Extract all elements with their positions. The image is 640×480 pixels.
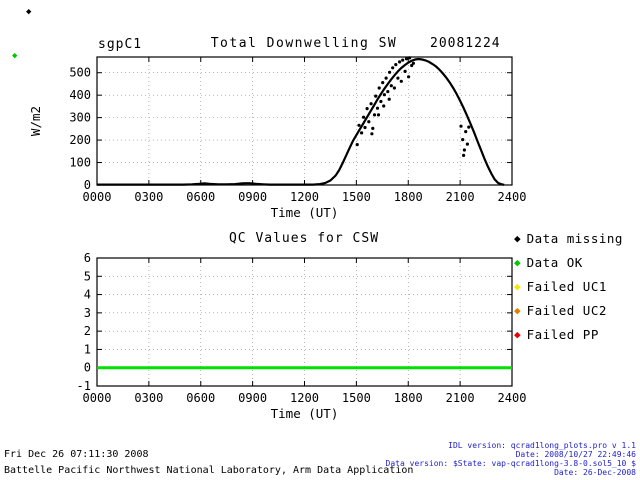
svg-text:0900: 0900 [238,391,267,405]
svg-text:0900: 0900 [238,190,267,204]
svg-text:4: 4 [84,288,91,302]
svg-text:0600: 0600 [186,391,215,405]
plot2-title: QC Values for CSW [228,231,380,246]
svg-text:0600: 0600 [186,190,215,204]
svg-text:0300: 0300 [134,391,163,405]
svg-text:0000: 0000 [83,190,112,204]
svg-text:1200: 1200 [290,391,319,405]
legend-item-failed-pp: ◆ Failed PP [514,322,623,346]
plot-date-line: Date: 26-Dec-2008 [554,468,636,477]
svg-text:-1: -1 [77,379,91,393]
svg-text:0: 0 [84,361,91,375]
failed-pp-diamond-icon: ◆ [514,327,521,341]
svg-text:2400: 2400 [498,391,527,405]
svg-text:300: 300 [69,111,91,125]
legend-label: Data missing [526,230,623,246]
svg-text:2100: 2100 [446,190,475,204]
data-ok-diamond-icon: ◆ [514,255,521,269]
svg-text:500: 500 [69,66,91,80]
svg-text:6: 6 [84,251,91,265]
black-diamond-icon: ◆ [26,7,32,17]
svg-text:400: 400 [69,88,91,102]
svg-text:1800: 1800 [394,391,423,405]
footer-timestamp: Fri Dec 26 07:11:30 2008 [4,449,149,460]
legend-label: Failed UC1 [526,278,607,294]
legend-item-failed-uc2: ◆ Failed UC2 [514,298,623,322]
svg-text:Time (UT): Time (UT) [271,406,339,421]
svg-text:2400: 2400 [498,190,527,204]
legend-item-data-ok: ◆ Data OK [514,250,623,274]
svg-text:2: 2 [84,324,91,338]
footer-right: IDL version: qcrad1long_plots.pro v 1.1 … [386,441,636,477]
qc-legend: ◆ Data missing ◆ Data OK ◆ Failed UC1 ◆ … [514,226,623,346]
green-diamond-icon: ◆ [12,51,18,61]
svg-text:0000: 0000 [83,391,112,405]
data-version-line: Data version: $State: vap-qcrad1long-3.8… [385,459,636,468]
svg-text:3: 3 [84,306,91,320]
svg-text:200: 200 [69,133,91,147]
svg-text:2100: 2100 [446,391,475,405]
svg-text:1500: 1500 [342,391,371,405]
failed-uc2-diamond-icon: ◆ [514,303,521,317]
legend-label: Failed PP [526,326,599,342]
svg-text:100: 100 [69,156,91,170]
svg-text:1500: 1500 [342,190,371,204]
site-label: sgpC1 [98,37,143,52]
svg-text:1800: 1800 [394,190,423,204]
svg-text:1200: 1200 [290,190,319,204]
svg-text:Time (UT): Time (UT) [271,205,339,220]
date-label: 20081224 [430,36,501,51]
footer-organization: Battelle Pacific Northwest National Labo… [4,465,414,476]
data-missing-diamond-icon: ◆ [514,231,521,245]
legend-item-failed-uc1: ◆ Failed UC1 [514,274,623,298]
footer-left: Fri Dec 26 07:11:30 2008 Battelle Pacifi… [4,447,413,479]
idl-date-line: Date: 2008/10/27 22:49:46 [515,450,636,459]
svg-text:1: 1 [84,342,91,356]
svg-text:W/m2: W/m2 [28,106,43,136]
plot1-title: Total Downwelling SW [210,36,398,51]
legend-label: Data OK [526,254,583,270]
legend-item-data-missing: ◆ Data missing [514,226,623,250]
failed-uc1-diamond-icon: ◆ [514,279,521,293]
svg-text:0: 0 [84,178,91,192]
idl-version-line: IDL version: qcrad1long_plots.pro v 1.1 [448,441,636,450]
legend-label: Failed UC2 [526,302,607,318]
svg-text:5: 5 [84,269,91,283]
svg-text:0300: 0300 [134,190,163,204]
